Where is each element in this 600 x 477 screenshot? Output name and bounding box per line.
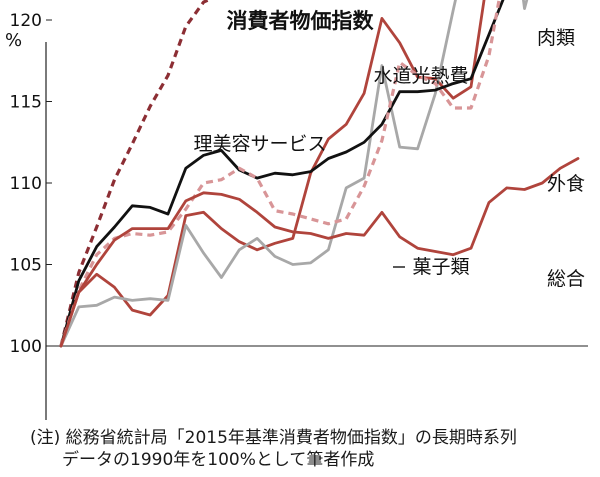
series-line <box>59 0 212 347</box>
series-line <box>59 0 501 347</box>
y-axis-unit: % <box>5 30 22 51</box>
series-label: 理美容サービス <box>193 133 326 155</box>
series-label: 肉類 <box>537 27 575 49</box>
source-note-line-2: データの1990年を100%として筆者作成 <box>62 450 375 470</box>
chart-title: 消費者物価指数 <box>227 9 375 33</box>
series-lines <box>59 0 580 348</box>
y-tick-label: 100 <box>10 337 42 357</box>
y-tick-label: 115 <box>10 93 42 113</box>
series-label: 外食 <box>547 173 585 195</box>
y-tick-label: 105 <box>10 256 42 276</box>
series-line <box>59 157 580 348</box>
cpi-line-chart: 消費者物価指数 % 951001051101151201251301351990… <box>5 0 588 421</box>
series-label: 菓子類 <box>412 256 469 278</box>
series-line <box>59 0 505 348</box>
source-note-line-1: (注) 総務省統計局「2015年基準消費者物価指数」の長期時系列 <box>30 428 517 448</box>
y-tick-label: 95 <box>20 419 42 421</box>
series-line <box>59 0 529 348</box>
series-label: 総合 <box>547 268 585 290</box>
y-tick-label: 120 <box>10 11 42 31</box>
series-label: 水道光熱費 <box>373 65 468 87</box>
series-line <box>59 0 486 348</box>
y-tick-label: 110 <box>10 174 42 194</box>
axes: 951001051101151201251301351990年952000051… <box>10 11 588 421</box>
